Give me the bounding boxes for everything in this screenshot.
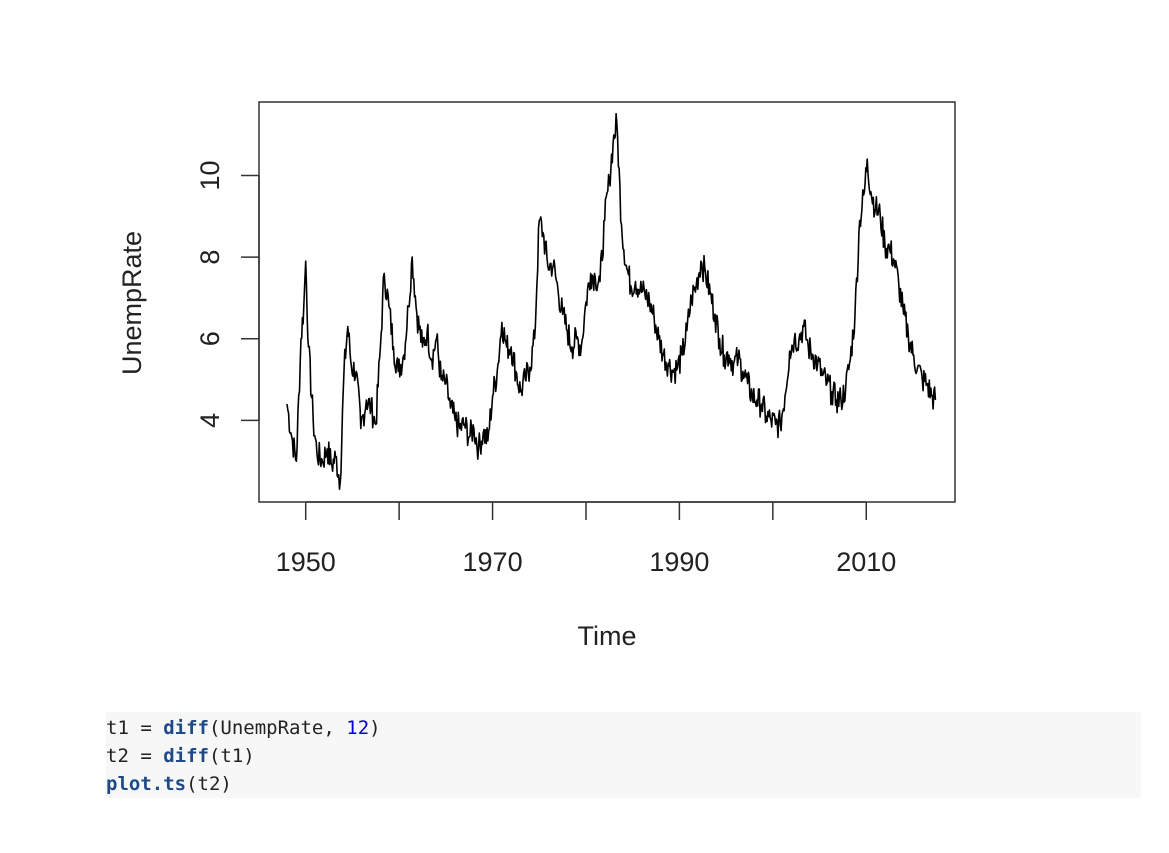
code-token: (UnempRate, bbox=[208, 717, 347, 739]
y-axis: 4 6 8 10 bbox=[195, 160, 260, 428]
code-token: (t1) bbox=[208, 745, 255, 767]
code-token: (t2) bbox=[186, 773, 232, 795]
x-tick-label: 1950 bbox=[276, 547, 336, 577]
x-tick-label: 1990 bbox=[649, 547, 709, 577]
x-tick-label: 2010 bbox=[836, 547, 896, 577]
plot-frame bbox=[258, 101, 956, 503]
x-axis: 1950 1970 1990 2010 bbox=[276, 501, 896, 577]
y-tick-label: 10 bbox=[195, 160, 225, 190]
code-token: t2 = bbox=[106, 745, 164, 767]
code-block: t1 = diff(UnempRate, 12) t2 = diff(t1) p… bbox=[106, 712, 1141, 798]
code-function: plot.ts bbox=[106, 773, 187, 795]
code-function: diff bbox=[163, 717, 209, 739]
code-token: t1 = bbox=[106, 717, 164, 739]
y-axis-label: UnempRate bbox=[117, 231, 147, 375]
y-tick-label: 8 bbox=[195, 250, 225, 265]
code-line-3: plot.ts(t2) bbox=[106, 770, 1141, 798]
code-line-1: t1 = diff(UnempRate, 12) bbox=[106, 714, 1141, 742]
time-series-plot: 1950 1970 1990 2010 4 6 8 10 Time UnempRate bbox=[117, 101, 956, 651]
code-number: 12 bbox=[346, 717, 370, 739]
x-axis-label: Time bbox=[578, 621, 637, 651]
y-tick-label: 6 bbox=[195, 331, 225, 346]
series-line bbox=[286, 112, 937, 490]
series-group bbox=[286, 112, 937, 490]
x-tick-label: 1970 bbox=[463, 547, 523, 577]
y-tick-label: 4 bbox=[195, 413, 225, 428]
code-token: ) bbox=[369, 717, 381, 739]
code-function: diff bbox=[163, 745, 209, 767]
code-line-2: t2 = diff(t1) bbox=[106, 742, 1141, 770]
